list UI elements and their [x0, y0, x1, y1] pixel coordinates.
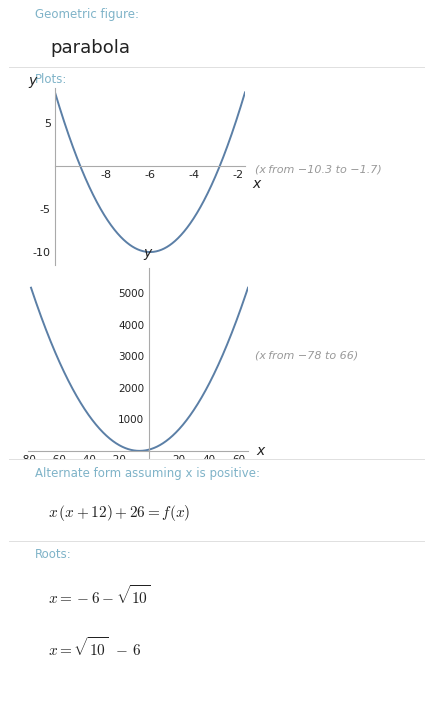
Text: (x from −10.3 to −1.7): (x from −10.3 to −1.7) — [255, 165, 382, 175]
Text: y: y — [28, 74, 36, 88]
Text: Roots:: Roots: — [35, 548, 72, 562]
Text: $x = -6 - \sqrt{10}$: $x = -6 - \sqrt{10}$ — [48, 584, 150, 607]
Text: $x = \sqrt{10}\ \,-\, 6$: $x = \sqrt{10}\ \,-\, 6$ — [48, 636, 141, 659]
Text: x: x — [257, 444, 265, 458]
Text: $x\,(x + 12) + 26 = f(x)$: $x\,(x + 12) + 26 = f(x)$ — [48, 503, 190, 522]
Text: Alternate form assuming x is positive:: Alternate form assuming x is positive: — [35, 467, 260, 480]
Text: parabola: parabola — [50, 39, 130, 58]
Text: x: x — [253, 177, 261, 191]
Text: (x from −78 to 66): (x from −78 to 66) — [255, 350, 358, 360]
Text: Plots:: Plots: — [35, 73, 67, 86]
Text: y: y — [143, 246, 151, 260]
Text: Geometric figure:: Geometric figure: — [35, 8, 139, 21]
